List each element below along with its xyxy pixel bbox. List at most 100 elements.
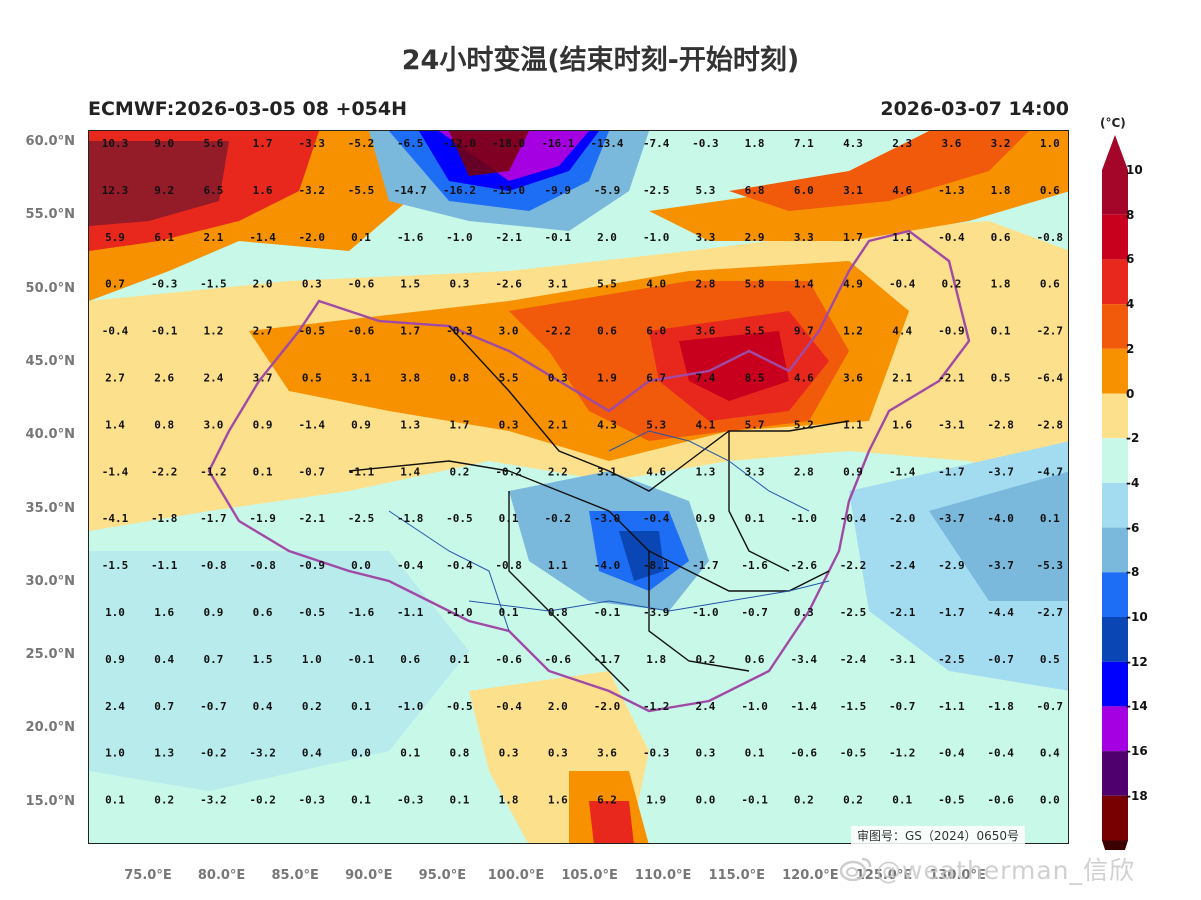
grid-value: -1.4 <box>889 465 916 478</box>
grid-value: -0.9 <box>299 559 326 572</box>
grid-value: 0.1 <box>499 606 519 619</box>
grid-value: -0.3 <box>446 325 473 338</box>
grid-value: -3.7 <box>987 559 1014 572</box>
grid-value: 0.0 <box>351 747 371 760</box>
grid-value: -2.0 <box>594 700 621 713</box>
grid-value: -2.5 <box>938 653 965 666</box>
grid-value: 1.6 <box>548 794 568 807</box>
grid-value: -2.7 <box>1037 325 1064 338</box>
grid-value: -1.2 <box>643 700 670 713</box>
grid-value: -16.1 <box>541 137 574 150</box>
latitude-label: 60.0°N <box>25 134 75 149</box>
grid-value: -0.8 <box>249 559 276 572</box>
grid-value: 7.4 <box>695 372 715 385</box>
colorbar-cell <box>1102 304 1128 349</box>
grid-value: -0.8 <box>200 559 227 572</box>
grid-value: 5.3 <box>695 184 715 197</box>
colorbar-cell <box>1102 572 1128 617</box>
colorbar-cell <box>1102 751 1128 796</box>
latitude-label: 45.0°N <box>25 353 75 369</box>
grid-value: 5.8 <box>745 278 765 291</box>
grid-value: 6.0 <box>646 325 666 338</box>
grid-value: -0.7 <box>1037 700 1064 713</box>
grid-value: 1.6 <box>253 184 273 197</box>
grid-value: -2.8 <box>1037 418 1064 431</box>
colorbar-label: -14 <box>1126 699 1148 714</box>
latitude-label: 50.0°N <box>25 280 75 296</box>
colorbar-unit: (°C) <box>1100 116 1126 130</box>
grid-value: -0.4 <box>987 747 1014 760</box>
colorbar-cell <box>1102 706 1128 752</box>
grid-value: 3.6 <box>843 372 863 385</box>
colorbar <box>1102 135 1128 850</box>
grid-value: 2.2 <box>548 465 568 478</box>
grid-value: 0.0 <box>695 794 715 807</box>
latitude-label: 35.0°N <box>25 500 75 516</box>
grid-value: -0.6 <box>495 653 522 666</box>
grid-value: -0.7 <box>200 700 227 713</box>
grid-value: -2.5 <box>348 512 375 525</box>
grid-value: -0.5 <box>446 512 473 525</box>
grid-value: -18.0 <box>492 137 525 150</box>
grid-value: 1.7 <box>449 418 469 431</box>
grid-value: -4.1 <box>102 512 129 525</box>
colorbar-label: 4 <box>1126 297 1135 312</box>
longitude-label: 120.0°E <box>782 868 839 883</box>
grid-value: -3.0 <box>594 512 621 525</box>
grid-value: 0.8 <box>449 747 469 760</box>
longitude-label: 105.0°E <box>561 868 618 883</box>
grid-value: -1.0 <box>643 231 670 244</box>
colorbar-label: 6 <box>1126 252 1135 267</box>
grid-value: -0.4 <box>938 747 965 760</box>
grid-value: 0.2 <box>794 794 814 807</box>
longitude-label: 95.0°E <box>418 868 467 883</box>
grid-value: 0.2 <box>941 278 961 291</box>
grid-value: -2.1 <box>938 372 965 385</box>
grid-value: 1.5 <box>253 653 273 666</box>
grid-value: 1.3 <box>695 465 715 478</box>
grid-value: -0.6 <box>791 747 818 760</box>
grid-value: -0.3 <box>299 794 326 807</box>
grid-value: 1.7 <box>843 231 863 244</box>
grid-value: 3.1 <box>351 372 371 385</box>
grid-value: 2.8 <box>695 278 715 291</box>
grid-value: 0.9 <box>203 606 223 619</box>
grid-value: -5.5 <box>348 184 375 197</box>
grid-value: -6.4 <box>1037 372 1064 385</box>
grid-value: 9.7 <box>794 325 814 338</box>
grid-value: -3.4 <box>791 653 818 666</box>
weibo-logo-icon <box>840 857 872 881</box>
grid-value: 3.3 <box>745 465 765 478</box>
latitude-label: 55.0°N <box>25 207 75 223</box>
grid-value: -0.4 <box>495 700 522 713</box>
grid-value: -4.0 <box>594 559 621 572</box>
grid-value: 0.6 <box>253 606 273 619</box>
grid-value: -1.8 <box>397 512 424 525</box>
colorbar-label: -10 <box>1126 610 1148 624</box>
colorbar-label: -2 <box>1126 431 1140 446</box>
grid-value: 10.3 <box>102 137 129 150</box>
latitude-label: 20.0°N <box>25 720 75 736</box>
grid-value: 5.7 <box>745 418 765 431</box>
shaded-field <box>89 131 1068 843</box>
grid-value: -1.5 <box>102 559 129 572</box>
grid-value: 2.4 <box>203 372 223 385</box>
grid-value: -0.4 <box>840 512 867 525</box>
grid-value: -0.7 <box>299 465 326 478</box>
colorbar-label: 0 <box>1126 386 1135 401</box>
grid-value: 0.6 <box>1040 184 1060 197</box>
grid-value: 1.6 <box>154 606 174 619</box>
grid-value: 6.7 <box>646 372 666 385</box>
grid-value: 6.2 <box>597 794 617 807</box>
colorbar-label: -16 <box>1126 744 1148 759</box>
grid-value: -2.4 <box>840 653 867 666</box>
grid-value: -1.7 <box>594 653 621 666</box>
valid-time: 2026-03-07 14:00 <box>880 98 1069 120</box>
latitude-label: 25.0°N <box>25 647 75 663</box>
grid-value: -0.3 <box>692 137 719 150</box>
colorbar-label: -6 <box>1126 520 1140 535</box>
grid-value: 12.3 <box>102 184 129 197</box>
grid-value: 0.5 <box>302 372 322 385</box>
colorbar-cell <box>1102 527 1128 573</box>
grid-value: 0.4 <box>154 653 174 666</box>
